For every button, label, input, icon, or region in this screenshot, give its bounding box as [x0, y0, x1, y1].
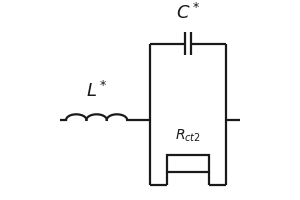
Bar	[167, 155, 209, 172]
Text: $L^*$: $L^*$	[86, 81, 107, 101]
Text: $C^*$: $C^*$	[176, 3, 200, 23]
Text: $R_{ct2}$: $R_{ct2}$	[175, 127, 201, 144]
